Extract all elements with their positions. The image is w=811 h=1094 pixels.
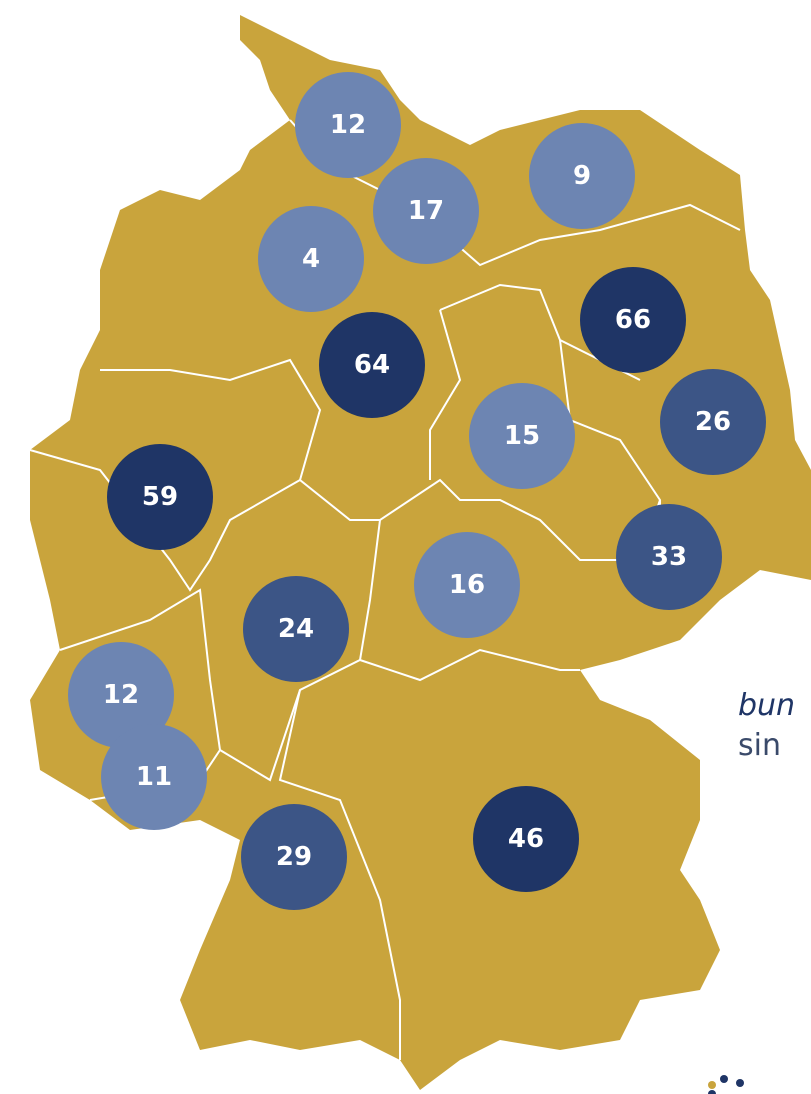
marker-circle	[616, 504, 722, 610]
marker-circle	[473, 786, 579, 892]
marker-label: 17	[408, 196, 444, 226]
marker-label: 29	[276, 842, 312, 872]
marker-circle	[660, 369, 766, 475]
side-text-line: sin	[738, 728, 781, 763]
marker-circle	[68, 642, 174, 748]
marker-circle	[101, 724, 207, 830]
marker-label: 24	[278, 614, 314, 644]
marker-circle	[258, 206, 364, 312]
region-marker: 12	[68, 642, 174, 748]
marker-circle	[241, 804, 347, 910]
marker-label: 59	[142, 482, 178, 512]
region-marker: 15	[469, 383, 575, 489]
marker-circle	[295, 72, 401, 178]
marker-label: 9	[573, 161, 591, 191]
marker-label: 33	[651, 542, 687, 572]
region-marker: 33	[616, 504, 722, 610]
marker-label: 64	[354, 350, 390, 380]
marker-label: 12	[103, 680, 139, 710]
marker-label: 46	[508, 824, 544, 854]
marker-label: 15	[504, 421, 540, 451]
marker-label: 26	[695, 407, 731, 437]
marker-circle	[107, 444, 213, 550]
region-marker: 64	[319, 312, 425, 418]
marker-label: 16	[449, 570, 485, 600]
marker-circle	[243, 576, 349, 682]
region-marker: 9	[529, 123, 635, 229]
marker-circle	[580, 267, 686, 373]
marker-circle	[469, 383, 575, 489]
marker-label: 11	[136, 762, 172, 792]
region-marker: 16	[414, 532, 520, 638]
marker-label: 12	[330, 110, 366, 140]
logo-dot	[720, 1075, 728, 1083]
marker-circle	[414, 532, 520, 638]
region-marker: 66	[580, 267, 686, 373]
region-marker: 4	[258, 206, 364, 312]
region-marker: 29	[241, 804, 347, 910]
side-text-line: bun	[738, 688, 795, 723]
marker-circle	[319, 312, 425, 418]
region-marker: 26	[660, 369, 766, 475]
region-marker: 46	[473, 786, 579, 892]
region-marker: 24	[243, 576, 349, 682]
marker-circle	[373, 158, 479, 264]
logo-dot	[708, 1090, 716, 1094]
region-marker: 17	[373, 158, 479, 264]
marker-circle	[529, 123, 635, 229]
marker-label: 4	[302, 244, 320, 274]
region-marker: 11	[101, 724, 207, 830]
logo-dot	[736, 1079, 744, 1087]
region-marker: 12	[295, 72, 401, 178]
marker-label: 66	[615, 305, 651, 335]
logo-dot	[708, 1081, 716, 1089]
region-marker: 59	[107, 444, 213, 550]
